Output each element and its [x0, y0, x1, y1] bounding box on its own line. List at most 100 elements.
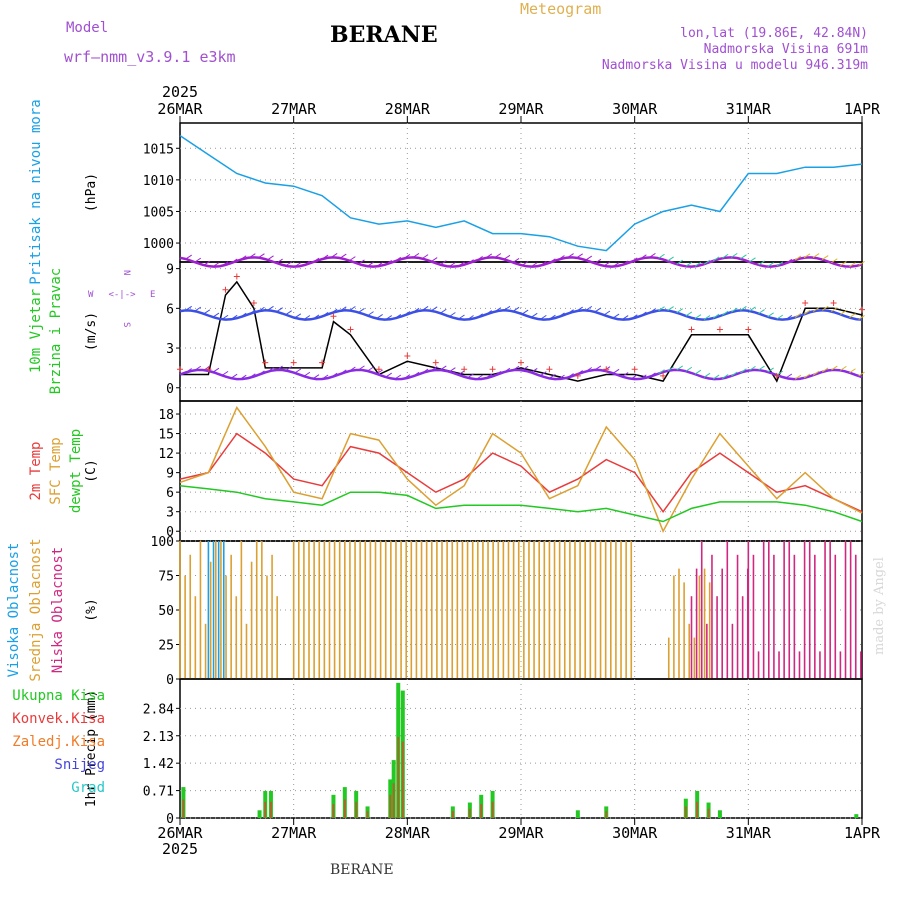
precip-bar-conv	[605, 811, 608, 818]
wind-arrow	[803, 309, 811, 315]
wind-arrow	[712, 256, 720, 262]
panel-title: 2m Temp	[28, 441, 44, 500]
model-label: Model	[66, 20, 109, 36]
wind-arrow	[339, 369, 347, 375]
wind-arrow	[803, 253, 811, 259]
wind-arrow	[540, 261, 547, 267]
wind-arrow	[785, 258, 793, 264]
model-altitude-label: Nadmorska Visina u modelu 946.319m	[601, 58, 868, 73]
wind-arrow	[503, 305, 511, 311]
y-tick-label: 1010	[143, 174, 174, 189]
wind-arrow	[440, 260, 447, 266]
precip-bar-conv	[389, 794, 392, 818]
wind-arrow	[612, 368, 620, 374]
wind-arrow	[794, 374, 802, 380]
wind-arrow	[294, 313, 302, 319]
wind-arrow	[485, 310, 493, 316]
gust-marker	[375, 366, 382, 373]
gust-marker	[233, 273, 240, 280]
wind-arrow	[512, 306, 520, 312]
wind-arrow	[521, 309, 529, 315]
footer-city: BERANE	[330, 862, 394, 878]
wind-arrow	[749, 365, 756, 371]
wind-arrow	[658, 306, 665, 312]
wind-arrow	[603, 310, 611, 316]
compass-east: E	[150, 290, 155, 300]
x-date-label-bottom: 26MAR	[157, 824, 203, 842]
wind-arrow	[649, 372, 656, 378]
wind-arrow	[239, 374, 247, 380]
wind-arrow	[276, 258, 283, 264]
wind-arrow	[540, 314, 547, 320]
x-date-label-top: 31MAR	[726, 100, 772, 118]
wind-arrow	[394, 374, 402, 380]
wind-arrow	[812, 253, 820, 258]
wind-arrow	[449, 367, 456, 373]
wind-arrow	[740, 305, 747, 311]
compass-label: <-|->	[108, 290, 136, 300]
precip-bar-conv	[696, 801, 699, 818]
y-axis-label: (%)	[84, 598, 99, 621]
wind-arrow	[849, 313, 856, 318]
wind-arrow	[258, 370, 265, 376]
wind-arrow	[694, 369, 702, 375]
wind-arrow	[349, 366, 356, 372]
wind-arrow	[449, 312, 456, 317]
wind-arrow	[640, 311, 647, 317]
wind-arrow	[249, 309, 256, 315]
wind-arrow	[185, 305, 192, 311]
y-tick-label: 3	[166, 342, 174, 357]
gust-marker	[262, 359, 269, 366]
legend-grad: Grad	[71, 780, 105, 796]
wind-arrow	[312, 374, 320, 380]
wind-arrow	[376, 314, 383, 319]
wind-arrow	[339, 306, 347, 312]
legend-konvek-kisa: Konvek.Kisa	[12, 711, 105, 727]
wind-arrow	[567, 253, 574, 258]
x-date-label-top: 26MAR	[157, 100, 203, 118]
wind-arrow	[512, 365, 520, 371]
series-line-pritisak	[179, 134, 863, 252]
gust-marker	[250, 300, 257, 307]
wind-arrow	[840, 261, 847, 266]
panel-title: Srednja Oblacnost	[28, 538, 44, 681]
y-tick-label: 1005	[143, 205, 174, 220]
wind-arrow	[421, 306, 429, 311]
wind-arrow	[685, 261, 693, 267]
wind-arrow	[821, 367, 829, 373]
wind-arrow	[358, 308, 365, 313]
wind-arrow	[621, 315, 629, 320]
gust-marker	[404, 352, 411, 359]
x-date-label-top: 1APR	[844, 100, 881, 118]
wind-arrow	[621, 372, 629, 377]
wind-arrow	[558, 374, 565, 380]
wind-arrow	[385, 315, 393, 321]
wind-arrow	[494, 253, 502, 258]
wind-arrow	[285, 310, 292, 316]
wind-arrow	[212, 262, 220, 268]
wind-arrow	[594, 365, 602, 371]
wind-arrow	[467, 315, 474, 320]
wind-arrow	[249, 253, 256, 259]
wind-arrow	[831, 365, 838, 371]
y-tick-label: 9	[166, 263, 174, 278]
y-tick-label: 0	[166, 525, 174, 540]
wind-arrow	[831, 258, 838, 264]
gust-marker	[631, 366, 638, 373]
wind-arrow	[421, 254, 429, 260]
gust-marker	[432, 359, 439, 366]
wind-arrow	[594, 307, 602, 313]
series-line-sfc-temp	[179, 406, 863, 533]
year-label-top: 2025	[162, 83, 198, 101]
wind-arrow	[467, 259, 474, 265]
wind-arrow	[203, 260, 211, 266]
wind-arrow	[558, 312, 565, 318]
wind-arrow	[858, 371, 865, 377]
wind-arrow	[267, 305, 274, 311]
x-date-label-bottom: 30MAR	[612, 824, 658, 842]
wind-arrow	[794, 255, 802, 261]
wind-arrow	[412, 252, 420, 258]
wind-arrow	[849, 368, 856, 374]
precip-bar-conv	[264, 801, 267, 818]
y-axis-label: (hPa)	[84, 173, 99, 212]
